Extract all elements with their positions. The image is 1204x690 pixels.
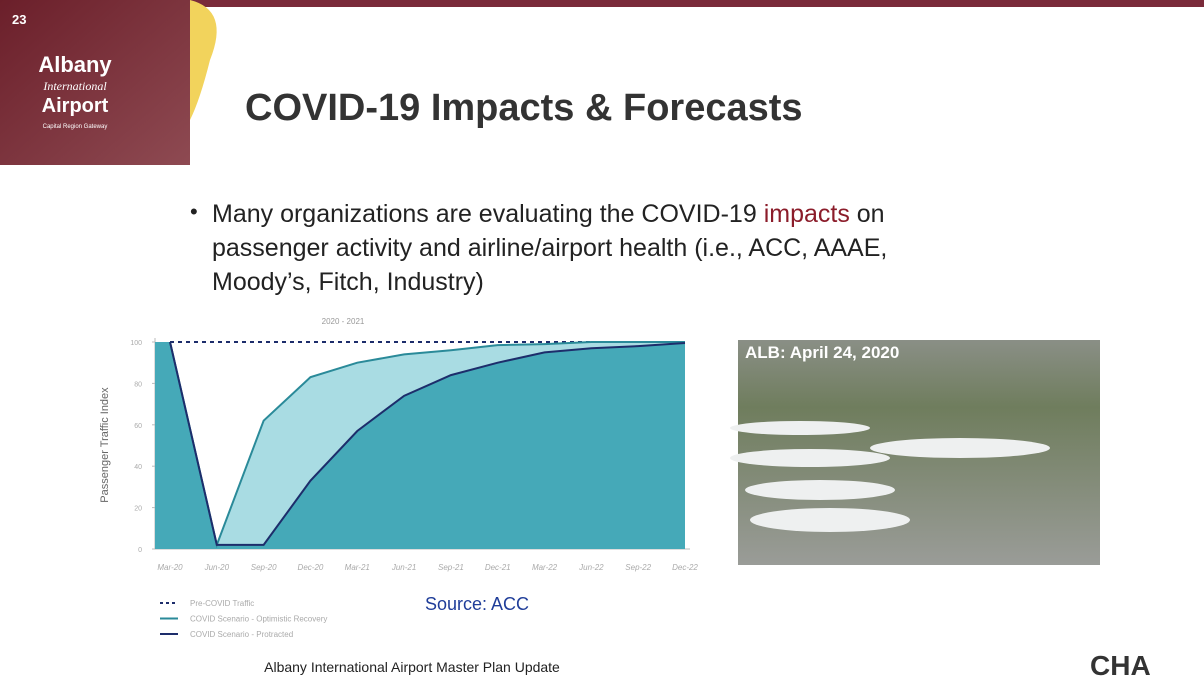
bullet-highlight: impacts [764, 200, 850, 228]
legend-label: Pre-COVID Traffic [190, 599, 254, 608]
bullet: Many organizations are evaluating the CO… [190, 197, 992, 299]
logo-text: Albany [38, 52, 112, 77]
slide: 23 Albany International Airport Capital … [0, 0, 1204, 690]
x-tick-label: Sep-20 [251, 563, 277, 572]
legend-label: COVID Scenario - Optimistic Recovery [190, 615, 327, 624]
y-tick-label: 80 [134, 381, 142, 388]
legend-label: COVID Scenario - Protracted [190, 630, 293, 639]
x-tick-label: Jun-22 [578, 563, 604, 572]
x-tick-label: Dec-20 [298, 563, 324, 572]
photo-caption: ALB: April 24, 2020 [745, 343, 899, 362]
page: 23 Albany International Airport Capital … [0, 0, 1204, 690]
y-tick-label: 100 [130, 340, 142, 347]
y-tick-label: 20 [134, 506, 142, 513]
y-tick-label: 40 [134, 464, 142, 471]
slide-title: COVID-19 Impacts & Forecasts [245, 87, 803, 129]
logo-text: Airport [42, 95, 109, 117]
brand: CHA [1090, 650, 1151, 681]
x-tick-label: Sep-21 [438, 563, 464, 572]
x-tick-label: Jun-21 [391, 563, 416, 572]
x-tick-label: Mar-21 [345, 563, 370, 572]
chart-title: 2020 - 2021 [322, 317, 365, 326]
x-tick-label: Dec-21 [485, 563, 511, 572]
logo-tagline: Capital Region Gateway [43, 124, 108, 130]
swoosh [190, 0, 217, 120]
y-tick-label: 60 [134, 423, 142, 430]
bullet-text: Many organizations are evaluating the CO… [212, 200, 764, 228]
logo-text: International [42, 79, 107, 93]
y-tick-label: 0 [138, 547, 142, 554]
source: Source: ACC [425, 594, 529, 614]
y-axis-label: Passenger Traffic Index [99, 387, 111, 503]
footer: Albany International Airport Master Plan… [264, 659, 560, 675]
x-tick-label: Mar-20 [157, 563, 183, 572]
x-tick-label: Jun-20 [204, 563, 230, 572]
slide-number: 23 [12, 12, 26, 27]
x-tick-label: Sep-22 [625, 563, 651, 572]
x-tick-label: Mar-22 [532, 563, 558, 572]
x-tick-label: Dec-22 [672, 563, 698, 572]
